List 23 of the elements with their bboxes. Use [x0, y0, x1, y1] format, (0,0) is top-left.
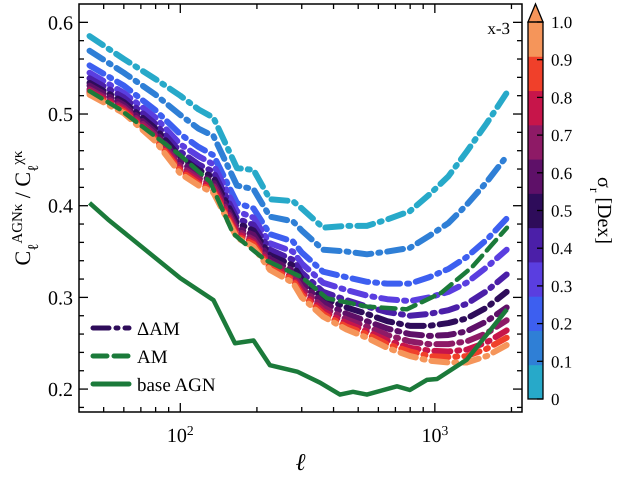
x-tick-label: 10$^{2}$ [166, 422, 194, 447]
color-bar-label: 0.2 [551, 314, 572, 334]
legend-label: base AGN [137, 375, 216, 396]
legend-label: AM [137, 347, 168, 368]
x-tick-label: 10$^{3}$ [421, 422, 448, 447]
color-bar-label: 0.3 [551, 276, 572, 296]
legend-label: ΔAM [137, 319, 180, 340]
annotation: x-3 [487, 19, 510, 38]
y-tick-label: 0.5 [48, 104, 73, 126]
y-tick-label: 0.6 [48, 12, 73, 34]
color-bar-label: 0 [551, 390, 560, 409]
y-tick-label: 0.4 [48, 196, 73, 218]
color-bar-label: 1.0 [551, 13, 572, 32]
color-bar-label: 0.1 [551, 352, 572, 372]
color-bar-label: 0.9 [551, 50, 572, 70]
y-tick-label: 0.3 [48, 287, 73, 310]
color-bar-label: 0.5 [551, 202, 572, 220]
x-axis-title: ℓ [296, 450, 306, 476]
color-bar-label: 0.8 [551, 88, 572, 108]
color-bar-label: 0.7 [551, 126, 573, 146]
color-bar-label: 0.4 [551, 239, 573, 258]
y-tick-label: 0.2 [48, 379, 73, 402]
color-bar-label: 0.6 [551, 164, 572, 183]
